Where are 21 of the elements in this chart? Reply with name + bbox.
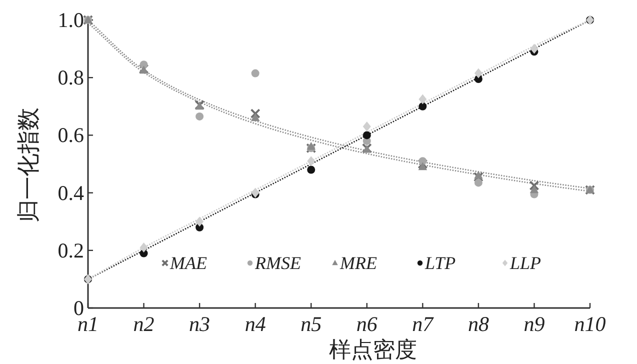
y-tick-label: 0.2 xyxy=(58,238,84,262)
y-tick-label: 0.6 xyxy=(58,123,84,148)
x-tick-label: n5 xyxy=(300,312,322,336)
legend-label: MAE xyxy=(169,253,207,273)
legend-label: LTP xyxy=(424,253,456,273)
y-tick-label: 1.0 xyxy=(58,8,84,32)
x-tick-label: n8 xyxy=(468,312,490,336)
y-axis-title: 归一化指数 xyxy=(16,108,42,222)
x-tick-label: n9 xyxy=(524,312,546,336)
x-tick-label: n4 xyxy=(244,312,266,336)
x-tick-label: n7 xyxy=(412,312,435,336)
x-tick-label: n10 xyxy=(574,312,606,336)
legend-label: RMSE xyxy=(254,253,301,273)
x-tick-label: n3 xyxy=(189,312,210,336)
x-axis-title: 样点密度 xyxy=(329,338,417,363)
x-tick-label: n2 xyxy=(133,312,155,336)
y-tick-label: 0.8 xyxy=(58,66,84,90)
legend-label: LLP xyxy=(509,253,542,273)
x-tick-label: n6 xyxy=(356,312,378,336)
legend-label: MRE xyxy=(339,253,377,273)
y-tick-label: 0.4 xyxy=(58,180,84,205)
